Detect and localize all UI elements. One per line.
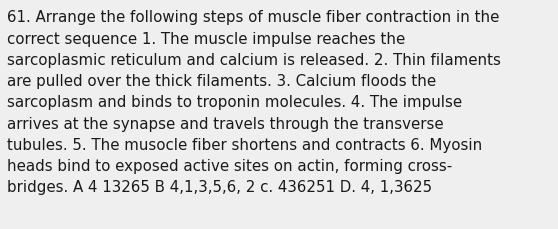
Text: 61. Arrange the following steps of muscle fiber contraction in the
correct seque: 61. Arrange the following steps of muscl… [7, 10, 501, 194]
